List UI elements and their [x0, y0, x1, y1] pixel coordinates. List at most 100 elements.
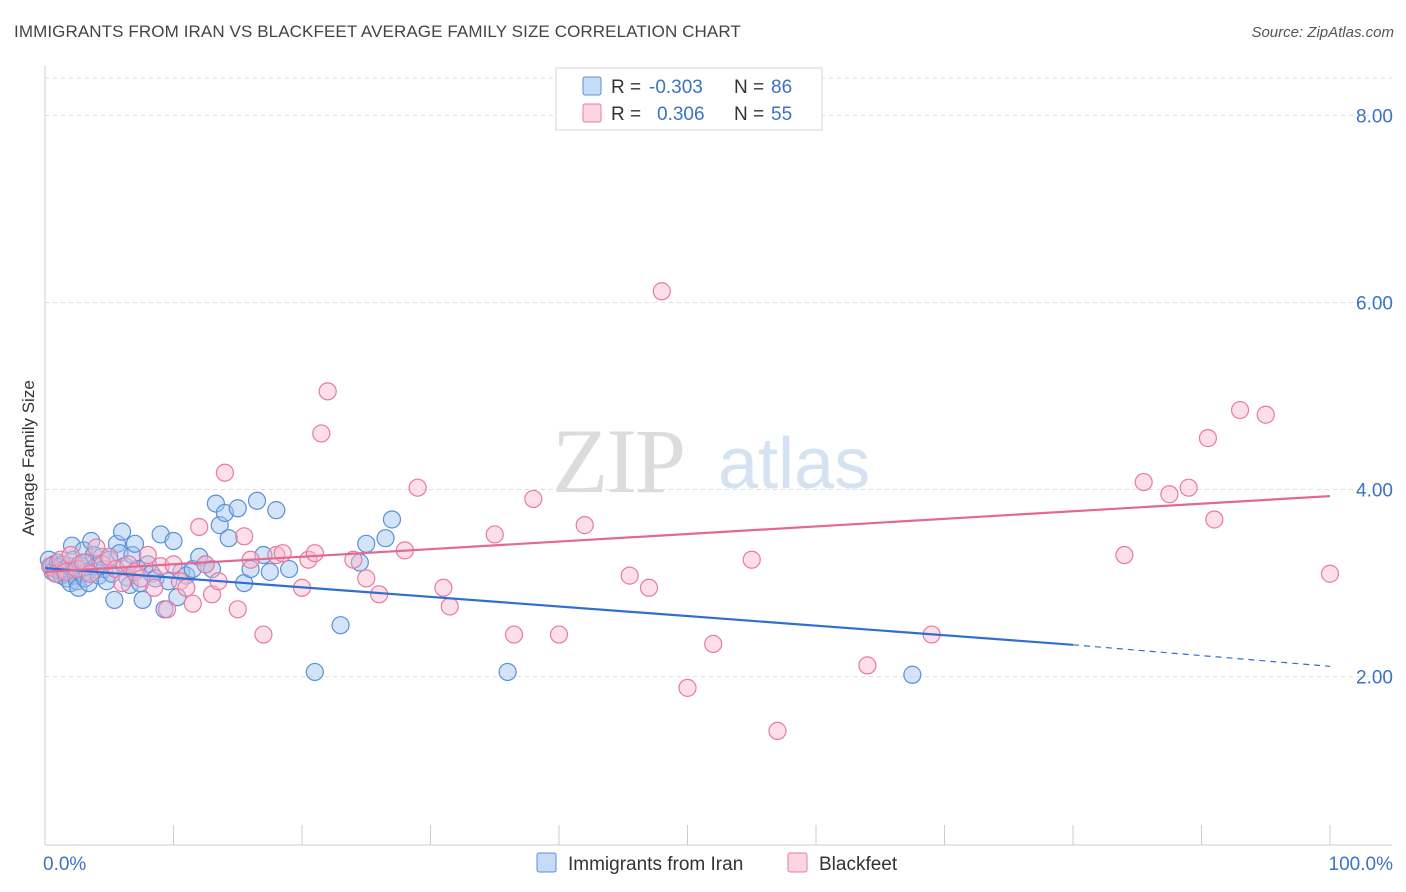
point-blackfeet-68 — [1256, 405, 1275, 424]
point-iran-69 — [219, 529, 238, 548]
point-blackfeet-64 — [1179, 478, 1198, 497]
tick-labels: 2.00 4.00 6.00 8.00 0.0% 100.0% — [43, 106, 1393, 875]
stats-legend: R = -0.303 N = 86 R = 0.306 N = 55 — [555, 67, 823, 131]
point-blackfeet-41 — [357, 569, 376, 588]
point-blackfeet-22 — [177, 578, 196, 597]
trend-line-blackfeet — [44, 495, 1331, 573]
stats-n-value-iran: 86 — [771, 77, 792, 98]
point-iran-82 — [376, 529, 395, 548]
trend-line-iran — [44, 567, 1074, 646]
point-blackfeet-50 — [549, 625, 569, 644]
point-blackfeet-40 — [344, 550, 363, 569]
y-tick-label-2: 6.00 — [1356, 293, 1393, 314]
point-iran-75 — [260, 562, 279, 581]
source-credit: Source: ZipAtlas.com — [1251, 24, 1394, 41]
point-iran-84 — [498, 662, 517, 682]
y-tick-label-1: 4.00 — [1356, 481, 1393, 502]
point-iran-70 — [228, 499, 247, 518]
point-blackfeet-28 — [215, 463, 234, 482]
point-iran-48 — [125, 534, 145, 553]
point-blackfeet-59 — [858, 656, 877, 675]
stats-n-label-blackfeet: N = — [734, 104, 764, 125]
watermark-atlas: atlas — [718, 424, 870, 504]
series-iran-points — [39, 491, 922, 684]
point-iran-40 — [105, 590, 124, 610]
point-iran-81 — [357, 534, 376, 553]
x-tick-label-start: 0.0% — [43, 854, 86, 875]
point-iran-22 — [69, 578, 88, 597]
point-blackfeet-23 — [183, 594, 202, 613]
stats-swatch-iran — [582, 76, 602, 96]
y-tick-label-0: 2.00 — [1356, 668, 1393, 689]
point-iran-85 — [903, 665, 922, 684]
point-iran-79 — [331, 616, 350, 635]
watermark-zip: ZIP — [552, 410, 684, 512]
point-blackfeet-58 — [768, 721, 787, 740]
point-blackfeet-16 — [138, 545, 157, 565]
legend-label-blackfeet: Blackfeet — [819, 854, 898, 875]
stats-r-label-iran: R = — [611, 77, 641, 98]
watermark: ZIP atlas — [552, 410, 870, 512]
point-blackfeet-66 — [1205, 510, 1224, 529]
point-blackfeet-29 — [228, 600, 247, 619]
stats-r-value-iran: -0.303 — [649, 77, 703, 98]
point-blackfeet-55 — [678, 678, 697, 697]
point-iran-30 — [79, 573, 98, 593]
point-blackfeet-19 — [157, 600, 177, 619]
point-blackfeet-39 — [318, 382, 337, 401]
point-iran-76 — [267, 501, 286, 520]
point-blackfeet-25 — [196, 555, 215, 574]
point-blackfeet-37 — [305, 544, 324, 563]
point-blackfeet-69 — [1320, 564, 1340, 583]
legend-label-iran: Immigrants from Iran — [568, 854, 743, 875]
point-blackfeet-48 — [504, 625, 524, 644]
point-blackfeet-57 — [742, 550, 761, 569]
point-iran-58 — [164, 531, 183, 551]
y-axis-title: Average Family Size — [19, 380, 38, 536]
trend-line-iran-extension — [1072, 644, 1331, 667]
point-blackfeet-54 — [652, 282, 671, 301]
point-iran-83 — [382, 510, 402, 529]
point-blackfeet-51 — [575, 516, 594, 535]
point-iran-51 — [133, 590, 152, 610]
point-blackfeet-30 — [235, 527, 254, 546]
point-blackfeet-61 — [1115, 545, 1134, 565]
stats-r-value-blackfeet: 0.306 — [657, 104, 705, 125]
point-blackfeet-46 — [440, 597, 459, 616]
series-legend: Immigrants from Iran Blackfeet — [536, 852, 898, 875]
x-tick-label-end: 100.0% — [1329, 854, 1394, 875]
point-blackfeet-63 — [1160, 485, 1179, 504]
point-blackfeet-24 — [190, 517, 209, 537]
point-blackfeet-17 — [145, 578, 164, 597]
point-blackfeet-49 — [524, 489, 543, 509]
legend-swatch-iran — [536, 852, 557, 873]
point-blackfeet-67 — [1230, 400, 1250, 420]
point-blackfeet-44 — [408, 478, 427, 497]
point-iran-49 — [128, 559, 147, 579]
point-blackfeet-52 — [620, 566, 639, 585]
axes — [44, 66, 1392, 846]
point-iran-17 — [62, 536, 82, 555]
point-iran-77 — [280, 559, 299, 579]
y-tick-label-3: 8.00 — [1356, 106, 1393, 127]
point-blackfeet-62 — [1134, 472, 1153, 492]
stats-r-label-blackfeet: R = — [611, 104, 641, 125]
chart-title: IMMIGRANTS FROM IRAN VS BLACKFEET AVERAG… — [14, 22, 741, 41]
point-blackfeet-47 — [485, 525, 504, 544]
point-blackfeet-13 — [119, 555, 138, 574]
point-blackfeet-53 — [639, 578, 659, 597]
point-blackfeet-8 — [87, 538, 106, 557]
point-iran-43 — [112, 522, 132, 541]
point-iran-73 — [247, 491, 267, 510]
point-blackfeet-32 — [254, 625, 273, 644]
legend-swatch-blackfeet — [787, 852, 808, 873]
stats-n-value-blackfeet: 55 — [771, 104, 792, 125]
trend-lines — [44, 495, 1331, 667]
point-blackfeet-65 — [1198, 429, 1218, 448]
point-blackfeet-56 — [704, 634, 723, 653]
point-blackfeet-38 — [312, 424, 331, 443]
stats-n-label-iran: N = — [734, 77, 764, 98]
stats-swatch-blackfeet — [582, 103, 602, 123]
point-blackfeet-45 — [434, 578, 453, 597]
